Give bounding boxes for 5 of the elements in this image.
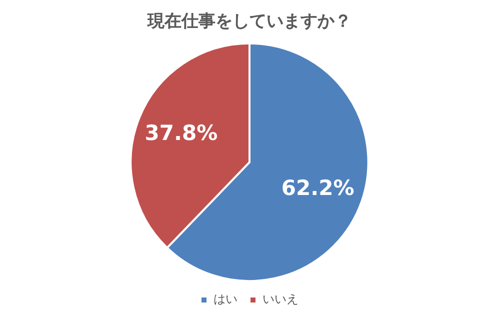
chart-title: 現在仕事をしていますか？ bbox=[146, 12, 352, 32]
data-label: 37.8% bbox=[144, 121, 218, 146]
legend-label: はい bbox=[214, 292, 238, 306]
data-label: 62.2% bbox=[281, 176, 354, 200]
legend-label: いいえ bbox=[262, 292, 298, 306]
